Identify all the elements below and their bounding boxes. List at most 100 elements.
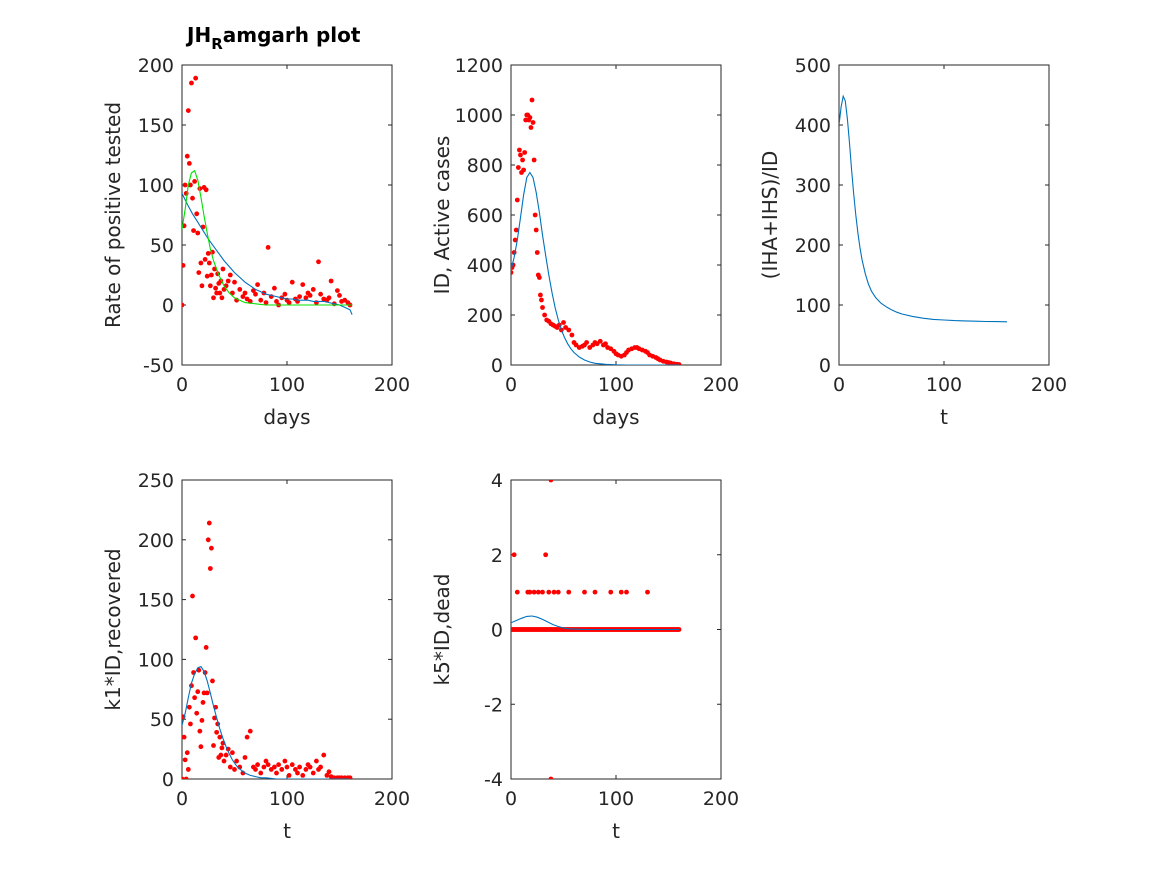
data-point <box>539 297 544 303</box>
y-tick-label: -4 <box>484 769 503 791</box>
data-point <box>213 285 219 291</box>
data-point <box>300 773 306 778</box>
data-point <box>513 227 519 233</box>
y-tick-label: 0 <box>819 355 831 377</box>
data-point <box>676 362 682 365</box>
x-tick-label: 100 <box>269 374 305 396</box>
data-point <box>194 211 200 217</box>
y-tick-label: 400 <box>467 255 503 277</box>
data-point <box>223 752 229 758</box>
data-point <box>188 721 193 727</box>
data-point <box>522 150 528 155</box>
y-tick-label: 50 <box>150 235 174 257</box>
data-point <box>310 770 316 776</box>
data-point <box>255 282 260 287</box>
x-tick-label: 0 <box>176 788 188 810</box>
data-point <box>263 300 269 305</box>
data-point <box>191 228 196 234</box>
data-point <box>258 297 264 303</box>
data-point <box>211 295 216 301</box>
series-line <box>511 615 679 631</box>
data-point <box>326 769 332 775</box>
data-point <box>207 566 213 571</box>
data-point <box>532 212 538 218</box>
series-line <box>511 171 679 365</box>
data-point <box>618 589 624 595</box>
y-tick-label: 100 <box>138 649 174 671</box>
y-tick-label: 200 <box>795 235 831 257</box>
data-point <box>182 776 185 779</box>
data-point <box>210 678 215 684</box>
y-tick-label: 0 <box>162 769 174 791</box>
ticks: 0 100 200 -4 -2 0 2 4 <box>484 470 739 810</box>
data-point <box>272 764 277 770</box>
data-point <box>584 340 589 345</box>
x-tick-label: 100 <box>598 374 634 396</box>
y-tick-label: 0 <box>491 355 503 377</box>
x-axis-label: days <box>263 405 310 429</box>
x-tick-label: 0 <box>505 788 517 810</box>
data-point <box>183 776 189 779</box>
data-point <box>225 278 231 284</box>
data-point <box>219 295 225 301</box>
data-point <box>328 278 334 284</box>
data-point <box>274 299 279 304</box>
data-point <box>520 157 525 163</box>
data-point <box>533 227 539 233</box>
data-point <box>232 767 237 772</box>
data-point <box>214 729 220 735</box>
data-point <box>624 589 629 595</box>
data-point <box>237 287 243 292</box>
data-point <box>209 545 214 551</box>
data-point <box>543 552 549 558</box>
data-point <box>244 734 250 740</box>
data-point <box>282 291 288 297</box>
subplot-4: 0 100 200 0 50 100 150 200 250 t k1*ID,recovered <box>101 470 410 843</box>
data-point <box>535 589 541 595</box>
data-point <box>286 300 292 305</box>
data-point <box>242 755 248 760</box>
data-point <box>566 589 572 595</box>
series-line <box>182 193 353 315</box>
data-point <box>192 179 198 184</box>
x-tick-label: 100 <box>926 374 962 396</box>
series-line <box>839 94 1008 323</box>
data-point <box>608 589 614 595</box>
plot-area <box>839 94 1008 323</box>
data-point <box>527 589 533 595</box>
subplot-5: 0 100 200 -4 -2 0 2 4 t k5*ID,dead <box>430 470 739 843</box>
y-tick-label: 200 <box>138 55 174 77</box>
data-point <box>200 700 206 705</box>
data-point <box>195 230 201 236</box>
data-point <box>324 773 330 778</box>
y-tick-label: 600 <box>467 205 503 227</box>
y-tick-label: -2 <box>484 694 503 716</box>
data-point <box>206 260 212 266</box>
x-tick-label: 200 <box>374 788 410 810</box>
x-tick-label: 200 <box>1031 374 1067 396</box>
data-point <box>284 764 290 770</box>
data-point <box>310 287 316 292</box>
y-tick-label: 2 <box>491 545 503 567</box>
x-tick-label: 200 <box>374 374 410 396</box>
data-point <box>240 294 246 299</box>
data-point <box>197 728 203 734</box>
data-point <box>199 717 205 723</box>
data-point <box>518 152 523 158</box>
data-point <box>203 645 209 650</box>
x-tick-label: 200 <box>703 788 739 810</box>
y-axis-label: k1*ID,recovered <box>101 548 125 710</box>
x-axis-label: days <box>592 405 639 429</box>
data-point <box>321 752 327 758</box>
y-tick-label: 150 <box>138 115 174 137</box>
x-axis-label: t <box>283 819 291 843</box>
data-point <box>515 165 521 170</box>
data-point <box>282 758 288 764</box>
y-tick-label: 0 <box>491 620 503 642</box>
data-point <box>295 770 300 776</box>
y-axis-label: ID, Active cases <box>430 136 454 295</box>
data-point <box>185 108 191 113</box>
data-point <box>198 260 204 266</box>
